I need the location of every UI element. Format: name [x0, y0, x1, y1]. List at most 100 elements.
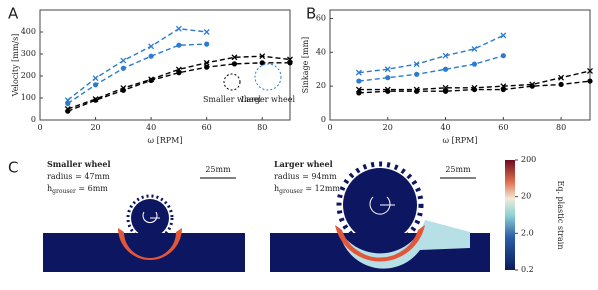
- sim-point: [148, 53, 154, 59]
- wheel-grouser: hgrouser = 12mm: [274, 184, 340, 195]
- sim-point: [442, 66, 449, 72]
- colorbar: [505, 160, 515, 270]
- exp-point: [529, 81, 536, 88]
- exp-point: [442, 52, 449, 59]
- sim-image-large: [270, 155, 490, 272]
- y-tick-label: 40: [316, 47, 326, 56]
- exp-point: [203, 29, 210, 35]
- x-tick-label: 40: [440, 123, 450, 132]
- exp-point: [471, 84, 478, 91]
- exp-point: [92, 96, 99, 103]
- sim-point: [385, 75, 391, 81]
- exp-point: [471, 45, 478, 52]
- plot-frame: [329, 9, 591, 121]
- colorbar-tick-label: 2.0: [521, 228, 534, 237]
- wheel-grouser: hgrouser = 6mm: [47, 184, 108, 195]
- colorbar-tick-label: 20: [521, 192, 531, 201]
- exp-point: [120, 57, 127, 64]
- y-axis-label: Velocity [mm/s]: [11, 34, 20, 98]
- sim-image-small: [43, 155, 245, 272]
- exp-point: [558, 74, 565, 81]
- x-tick-label: 80: [257, 123, 267, 132]
- exp-point: [442, 84, 449, 91]
- x-axis-label: ω [RPM]: [443, 136, 478, 145]
- h-value: = 6mm: [76, 184, 108, 193]
- sim-point: [471, 61, 478, 67]
- simulation-line: [67, 62, 290, 112]
- wheel-radius: radius = 47mm: [47, 172, 110, 181]
- sim-point: [558, 81, 564, 88]
- wheel-title: Smaller wheel: [47, 159, 111, 169]
- y-tick-label: 0: [31, 115, 36, 124]
- y-axis-label: Sinkage [mm]: [301, 37, 310, 94]
- wheel-radius: radius = 94mm: [274, 172, 337, 181]
- exp-point: [500, 32, 507, 39]
- y-tick-label: 0: [321, 115, 326, 124]
- panel-label: C: [8, 159, 18, 177]
- scale-text: 25mm: [205, 165, 231, 174]
- sim-point: [92, 82, 99, 88]
- x-tick-label: 20: [90, 123, 100, 132]
- y-tick-label: 60: [316, 13, 326, 22]
- sim-point: [500, 53, 506, 59]
- x-tick-label: 60: [498, 123, 508, 132]
- exp-point: [384, 66, 391, 73]
- sub: grouser: [279, 188, 303, 195]
- exp-point: [413, 61, 420, 68]
- sim-point: [259, 60, 265, 66]
- exp-point: [287, 56, 293, 63]
- colorbar-tick-label: 0.2: [521, 265, 534, 274]
- simulation-line: [67, 43, 207, 105]
- h-value: = 12mm: [303, 184, 341, 193]
- x-tick-label: 40: [146, 123, 156, 132]
- x-tick-label: 60: [202, 123, 212, 132]
- h: h: [274, 184, 279, 193]
- y-tick-label: 200: [21, 71, 36, 80]
- x-tick-label: 80: [556, 123, 566, 132]
- sim-point: [587, 78, 593, 84]
- colorbar-tick-label: 200: [521, 155, 536, 164]
- panel-label: B: [306, 5, 316, 23]
- y-tick-label: 300: [21, 49, 36, 58]
- exp-point: [384, 86, 391, 93]
- y-tick-label: 100: [21, 93, 36, 102]
- h: h: [47, 184, 52, 193]
- legend-icon: [223, 73, 241, 91]
- sim-point: [204, 64, 210, 70]
- x-tick-label: 0: [37, 123, 42, 132]
- wheel-title: Larger wheel: [274, 159, 333, 169]
- x-axis-label: ω [RPM]: [148, 136, 183, 145]
- exp-point: [203, 59, 210, 66]
- experiment-line: [358, 70, 591, 91]
- exp-point: [148, 43, 155, 50]
- exp-point: [64, 106, 71, 112]
- simulation-line: [358, 55, 504, 82]
- exp-point: [120, 85, 127, 92]
- exp-point: [148, 76, 155, 83]
- sim-point: [414, 71, 420, 77]
- y-tick-label: 20: [316, 81, 326, 90]
- exp-point: [355, 86, 362, 93]
- exp-point: [259, 53, 266, 60]
- exp-point: [92, 75, 99, 82]
- y-tick-label: 400: [21, 27, 36, 36]
- legend-label: Smaller wheel: [203, 95, 262, 104]
- exp-point: [175, 66, 182, 73]
- panel-label: A: [8, 5, 19, 23]
- sim-point: [204, 41, 210, 47]
- legend-icon: [254, 63, 282, 91]
- scale-text: 25mm: [445, 165, 471, 174]
- experiment-line: [67, 55, 291, 110]
- legend-label: Larger wheel: [241, 95, 296, 104]
- x-tick-label: 20: [383, 123, 393, 132]
- exp-point: [64, 97, 71, 104]
- sim-point: [120, 65, 126, 71]
- exp-point: [355, 69, 362, 76]
- experiment-line: [358, 34, 504, 74]
- x-tick-label: 0: [327, 123, 332, 132]
- sim-point: [176, 42, 182, 48]
- sub: grouser: [52, 188, 76, 195]
- exp-point: [231, 54, 238, 61]
- experiment-line: [67, 27, 207, 101]
